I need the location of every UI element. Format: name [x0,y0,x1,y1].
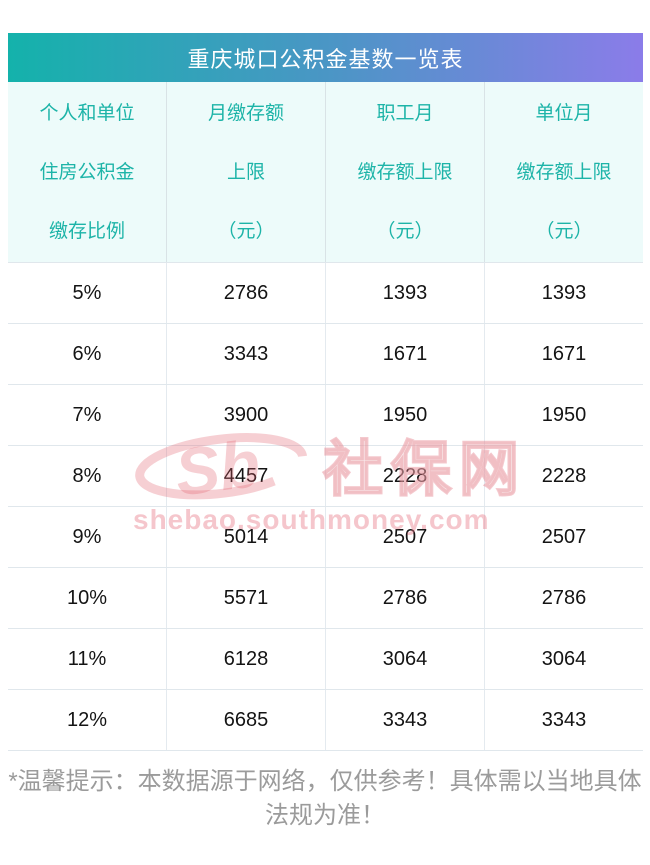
table-cell: 8% [72,465,102,487]
column-header-ratio: 个人和单位 住房公积金 缴存比例 [8,82,166,262]
table-cell: 3343 [484,690,643,750]
provident-fund-table: 重庆城口公积金基数一览表 个人和单位 住房公积金 缴存比例 月缴存额 上限 （元… [8,33,643,751]
table-cell: 1393 [325,263,484,323]
table-cell: 1950 [484,385,643,445]
table-cell: 9% [72,526,102,548]
table-row: 8% 4457 2228 2228 [8,446,643,507]
table-cell: 2228 [484,446,643,506]
table-cell: 7% [72,404,102,426]
table-row: 5% 2786 1393 1393 [8,263,643,324]
table-cell: 3343 [325,690,484,750]
table-cell: 12% [66,709,108,731]
table-cell: 2507 [484,507,643,567]
table-cell: 10% [66,587,108,609]
header-line: （元） [535,220,593,242]
table-cell: 3064 [484,629,643,689]
table-row: 7% 3900 1950 1950 [8,385,643,446]
table-cell: 3064 [325,629,484,689]
table-cell: 1671 [325,324,484,384]
table-title: 重庆城口公积金基数一览表 [8,33,643,82]
table-cell: 1393 [484,263,643,323]
header-line: 月缴存额 [207,102,284,124]
header-line: 职工月 [376,102,434,124]
column-header-employee-cap: 职工月 缴存额上限 （元） [325,82,484,262]
table-cell: 1950 [325,385,484,445]
header-line: （元） [217,220,275,242]
disclaimer-note: *温馨提示：本数据源于网络，仅供参考！具体需以当地具体法规为准！ [8,768,642,829]
table-cell: 11% [67,648,107,670]
table-cell: 4457 [166,446,325,506]
table-row: 11% 6128 3064 3064 [8,629,643,690]
table-cell: 5571 [166,568,325,628]
table-cell: 2786 [484,568,643,628]
table-cell: 1671 [484,324,643,384]
header-line: 住房公积金 [39,161,135,183]
table-cell: 5014 [166,507,325,567]
header-line: （元） [376,220,434,242]
table-cell: 2507 [325,507,484,567]
table-cell: 6% [72,343,102,365]
table-row: 9% 5014 2507 2507 [8,507,643,568]
header-line: 个人和单位 [39,102,135,124]
header-line: 上限 [226,161,265,183]
header-line: 缴存比例 [48,220,125,242]
table-cell: 3343 [166,324,325,384]
table-cell: 2786 [325,568,484,628]
table-cell: 6685 [166,690,325,750]
table-header-row: 个人和单位 住房公积金 缴存比例 月缴存额 上限 （元） 职工月 缴存额上限 （… [8,82,643,263]
table-row: 6% 3343 1671 1671 [8,324,643,385]
header-line: 缴存额上限 [357,161,453,183]
table-row: 10% 5571 2786 2786 [8,568,643,629]
table-cell: 2786 [166,263,325,323]
header-line: 缴存额上限 [516,161,612,183]
header-line: 单位月 [535,102,593,124]
column-header-monthly-cap: 月缴存额 上限 （元） [166,82,325,262]
table-cell: 6128 [166,629,325,689]
table-cell: 2228 [325,446,484,506]
table-cell: 3900 [166,385,325,445]
table-row: 12% 6685 3343 3343 [8,690,643,751]
column-header-employer-cap: 单位月 缴存额上限 （元） [484,82,643,262]
table-cell: 5% [72,282,102,304]
